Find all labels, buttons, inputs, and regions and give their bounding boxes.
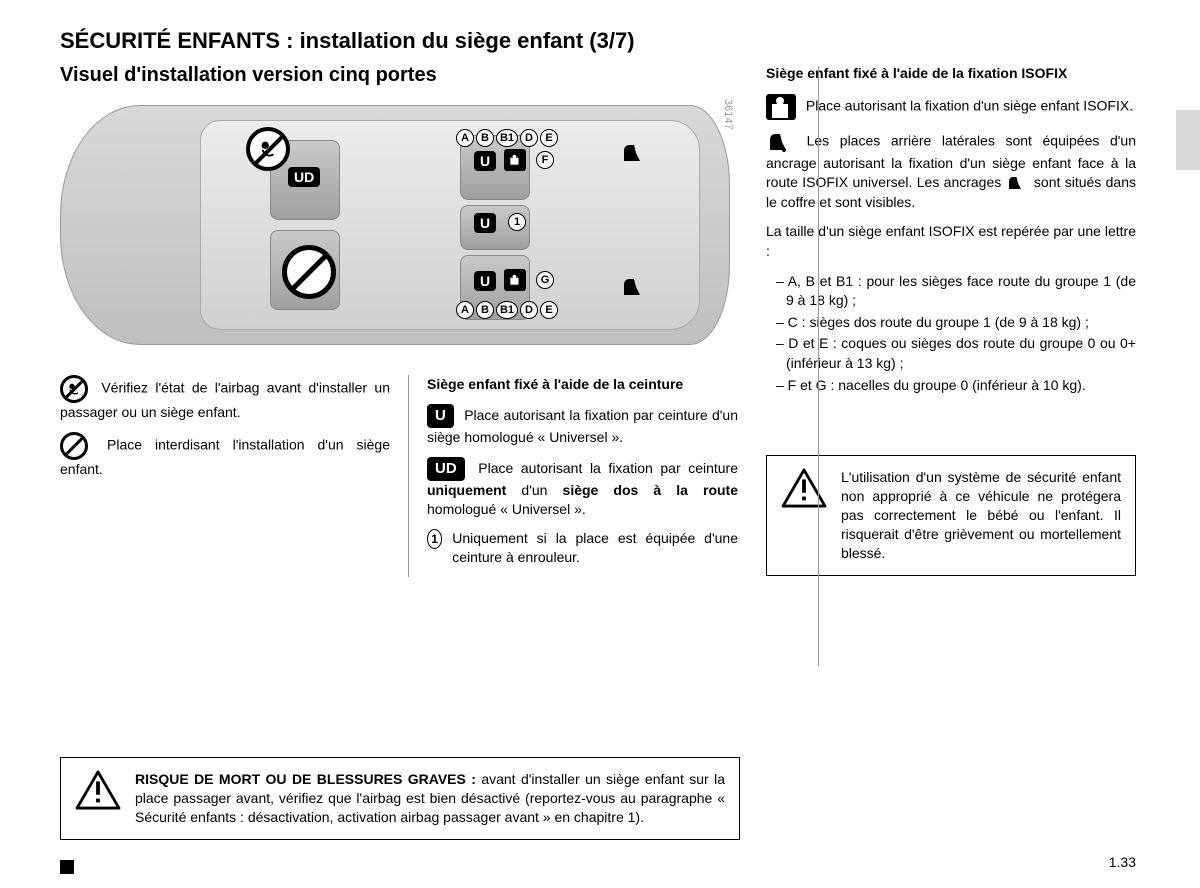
badge-rear-right-u: U [474,271,496,291]
left-column: Visuel d'installation version cinq porte… [60,64,740,577]
u-text: Place autorisant la fixation par ceintur… [427,407,738,445]
isofix-title: Siège enfant fixé à l'aide de la fixatio… [766,64,1136,84]
right-column: Siège enfant fixé à l'aide de la fixatio… [766,64,1136,577]
letter-circle: D [520,301,538,319]
list-item: – F et G : nacelles du groupe 0 (inférie… [776,376,1136,396]
letter-circle: A [456,301,474,319]
warning-right-text: L'utilisation d'un système de sécurité e… [841,468,1121,562]
figure-number: 36147 [722,99,734,130]
column-divider [818,66,819,666]
airbag-note-text: Vérifiez l'état de l'airbag avant d'inst… [60,380,390,420]
prohibit-icon [282,245,336,299]
list-item: – A, B et B1 : pour les sièges face rout… [776,272,1136,311]
prohibit-note: Place interdisant l'installation d'un si… [60,432,390,479]
letter-circle: E [540,301,558,319]
letter-circle: B [476,301,494,319]
ud-bold1: uniquement [427,482,506,498]
belt-title: Siège enfant fixé à l'aide de la ceintur… [427,375,738,394]
ud-badge: UD [427,457,465,481]
airbag-check-icon [60,375,88,403]
letter-circle: B1 [496,129,518,147]
ud-bold2: siège dos à la route [563,482,738,498]
ref-1-circle: 1 [427,529,442,549]
anchor-icon [766,130,790,154]
left-notes: Vérifiez l'état de l'airbag avant d'inst… [60,375,390,577]
ud-text-pre: Place autorisant la fixation par ceintur… [478,460,738,476]
warning-triangle-icon [75,770,121,810]
u-paragraph: U Place autorisant la fixation par ceint… [427,404,738,447]
corner-mark [60,860,74,874]
letter-circle: B1 [496,301,518,319]
list-item: – C : sièges dos route du groupe 1 (de 9… [776,313,1136,333]
warning-left-body: RISQUE DE MORT OU DE BLESSURES GRAVES : … [135,770,725,827]
subtitle: Visuel d'installation version cinq porte… [60,64,740,87]
isofix-sizes-list: – A, B et B1 : pour les sièges face rout… [766,272,1136,396]
isofix-p1: Place autorisant la fixation d'un siège … [766,94,1136,120]
page-title: SÉCURITÉ ENFANTS : installation du siège… [60,28,1140,54]
letter-circle: B [476,129,494,147]
isofix-p2: Les places arrière latérales sont équipé… [766,130,1136,213]
airbag-note: Vérifiez l'état de l'airbag avant d'inst… [60,375,390,422]
warning-left: RISQUE DE MORT OU DE BLESSURES GRAVES : … [60,757,740,840]
note1: 1 Uniquement si la place est équipée d'u… [427,529,738,567]
letter-circle: D [520,129,538,147]
warning-triangle-icon [781,468,827,508]
ud-mid: d'un [506,482,562,498]
warning-left-bold: RISQUE DE MORT OU DE BLESSURES GRAVES : [135,771,476,787]
letter-circle: G [536,271,554,289]
isofix-icon [504,269,526,291]
list-item: – D et E : coques ou sièges dos route du… [776,334,1136,373]
ud-paragraph: UD Place autorisant la fixation par cein… [427,457,738,519]
ud-text-post: homologué « Universel ». [427,501,586,517]
letter-circle: A [456,129,474,147]
note1-text: Uniquement si la place est équipée d'une… [452,529,738,567]
center-ref-circle: 1 [508,213,526,231]
car-diagram: 36147 UD U U 1 U [60,95,740,365]
letter-circle: F [536,151,554,169]
main-columns: Visuel d'installation version cinq porte… [60,64,1140,577]
isofix-p1-text: Place autorisant la fixation d'un siège … [806,97,1133,113]
prohibit-icon [60,432,88,460]
thumb-tab [1176,110,1200,170]
prohibit-note-text: Place interdisant l'installation d'un si… [60,437,390,477]
anchor-icon [1006,174,1024,192]
isofix-icon [504,149,526,171]
badge-rear-mid-u: U [474,213,496,233]
under-diagram-notes: Vérifiez l'état de l'airbag avant d'inst… [60,375,740,577]
page-number: 1.33 [1109,854,1136,870]
child-seat-forward-icon [620,141,644,165]
letter-circle: E [540,129,558,147]
u-badge: U [427,404,454,428]
child-seat-forward-icon [620,275,644,299]
isofix-seat-icon [766,94,796,120]
isofix-sizes-intro: La taille d'un siège enfant ISOFIX est r… [766,222,1136,261]
badge-rear-left-u: U [474,151,496,171]
warning-right: L'utilisation d'un système de sécurité e… [766,455,1136,575]
badge-ud: UD [288,167,320,187]
airbag-check-icon [246,127,290,171]
belt-section: Siège enfant fixé à l'aide de la ceintur… [408,375,738,577]
